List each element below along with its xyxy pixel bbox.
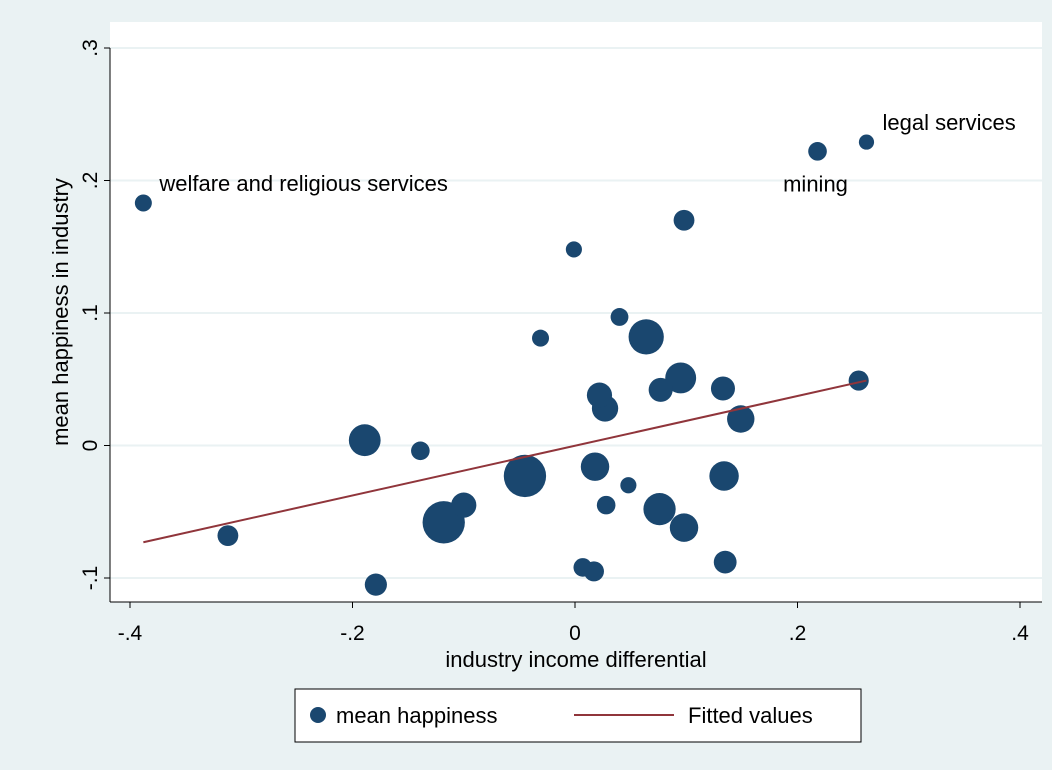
x-tick-label: .4 xyxy=(1011,622,1029,645)
y-tick-label: 0 xyxy=(79,440,102,452)
y-tick-label: .2 xyxy=(79,172,102,190)
annotations: welfare and religious services legal serv… xyxy=(158,110,1015,196)
legend: mean happiness Fitted values xyxy=(294,688,862,743)
point-annotation: mining xyxy=(783,171,848,196)
x-tick-label: -.4 xyxy=(118,622,143,645)
data-point xyxy=(586,382,613,408)
data-point xyxy=(411,441,430,461)
data-point xyxy=(532,329,550,347)
point-annotation: legal services xyxy=(882,110,1015,135)
data-point xyxy=(713,550,737,574)
data-point xyxy=(643,492,676,526)
data-point xyxy=(648,377,673,402)
data-point xyxy=(573,558,593,577)
data-point xyxy=(710,376,735,401)
x-tick-label: .2 xyxy=(789,622,807,645)
data-point xyxy=(364,573,387,596)
data-point xyxy=(610,308,629,326)
data-point xyxy=(628,319,664,355)
points-layer xyxy=(134,134,875,596)
data-point xyxy=(665,362,697,394)
data-point xyxy=(808,142,827,161)
data-point xyxy=(709,461,739,491)
fitted-line-layer xyxy=(143,379,867,544)
data-point xyxy=(727,405,755,433)
data-point xyxy=(503,454,547,498)
data-point xyxy=(565,241,582,258)
x-tick-label: -.2 xyxy=(340,622,365,645)
fitted-values-line xyxy=(143,379,867,544)
legend-label-mean-happiness: mean happiness xyxy=(336,703,497,728)
axes: -.1 0 .1 .2 .3 -.4 -.2 0 .2 .4 xyxy=(79,39,1042,645)
x-axis-title: industry income differential xyxy=(445,647,706,672)
data-point xyxy=(620,477,637,494)
y-axis-title: mean happiness in industry xyxy=(48,178,73,446)
y-tick-label: .3 xyxy=(79,39,102,57)
data-point xyxy=(669,513,699,542)
data-point xyxy=(596,495,616,515)
data-point xyxy=(848,370,869,391)
data-point xyxy=(858,134,875,150)
point-annotation: welfare and religious services xyxy=(158,171,448,196)
y-tick-label: .1 xyxy=(79,304,102,322)
legend-marker-mean-happiness xyxy=(310,707,326,723)
data-point xyxy=(580,452,610,481)
data-point xyxy=(673,209,695,231)
data-point xyxy=(134,194,152,212)
y-tick-label: -.1 xyxy=(79,566,102,591)
x-tick-label: 0 xyxy=(569,622,581,645)
data-point xyxy=(217,525,239,547)
data-point xyxy=(348,424,381,457)
data-point xyxy=(451,492,477,518)
legend-label-fitted-values: Fitted values xyxy=(688,703,813,728)
